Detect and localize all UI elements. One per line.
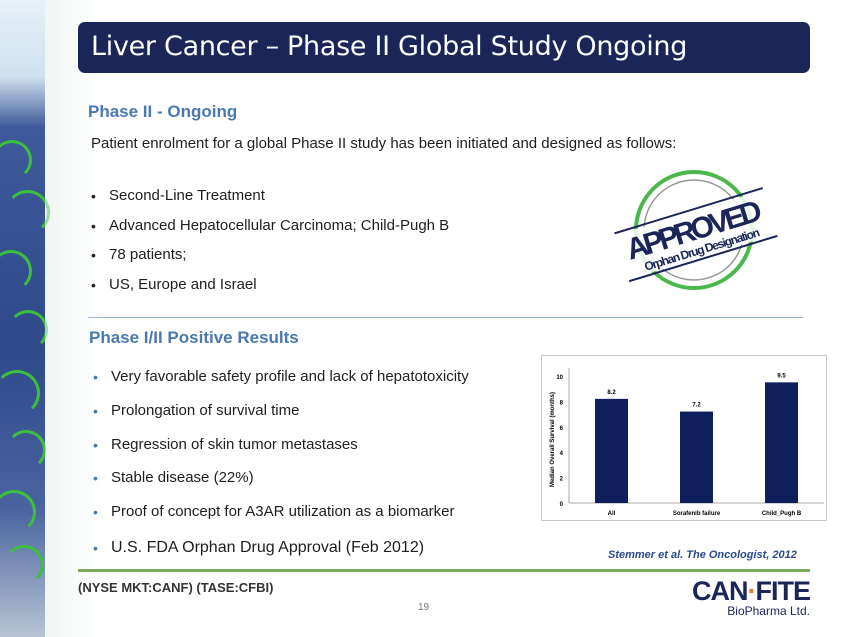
bullet-item: • US, Europe and Israel	[91, 276, 257, 293]
chart-svg: 0 2 4 6 8 10 Median Overall Survival (months) 8…	[550, 368, 824, 517]
bullet-item: • Very favorable safety profile and lack …	[93, 368, 469, 385]
y-tick-label: 10	[556, 375, 563, 381]
bullet-text: 78 patients;	[109, 246, 187, 263]
bullet-item: • Regression of skin tumor metastases	[93, 436, 358, 453]
bullet-item: • Stable disease (22%)	[93, 469, 254, 486]
bullet-item: • 78 patients;	[91, 246, 187, 263]
stock-ticker: (NYSE MKT:CANF) (TASE:CFBI)	[78, 580, 274, 595]
bullet-text: Prolongation of survival time	[111, 402, 300, 419]
section-heading-results: Phase I/II Positive Results	[89, 328, 299, 347]
section-heading-phase2: Phase II - Ongoing	[88, 102, 238, 121]
y-tick-label: 4	[560, 451, 564, 457]
y-axis-label: Median Overall Survival (months)	[550, 392, 556, 487]
bullet-text: U.S. FDA Orphan Drug Approval (Feb 2012)	[111, 539, 425, 556]
bullet-text: Second-Line Treatment	[109, 187, 265, 204]
intro-text: Patient enrolment for a global Phase II …	[91, 135, 677, 152]
x-tick-label: All	[608, 511, 616, 517]
data-label: 9.5	[777, 373, 786, 379]
bullet-item: • U.S. FDA Orphan Drug Approval (Feb 2012…	[93, 539, 425, 556]
approved-stamp: APPROVED Orphan Drug Designation	[614, 170, 778, 290]
y-tick-label: 6	[560, 426, 564, 432]
data-label: 8.2	[607, 390, 616, 396]
bar	[680, 411, 713, 503]
bullet-text: Very favorable safety profile and lack o…	[111, 368, 469, 385]
bullet-item: • Second-Line Treatment	[91, 187, 265, 204]
bullet-item: • Advanced Hepatocellular Carcinoma; Chil…	[91, 217, 450, 234]
footer-divider	[78, 569, 810, 572]
decorative-side-image	[0, 0, 50, 637]
logo-text: FITE	[755, 576, 811, 606]
data-label: 7.2	[692, 403, 701, 409]
bullet-text: Regression of skin tumor metastases	[111, 436, 358, 453]
bullet-item: • Prolongation of survival time	[93, 402, 300, 419]
bar	[765, 382, 798, 503]
bullet-text: US, Europe and Israel	[109, 276, 257, 293]
section-divider	[88, 317, 803, 318]
decorative-fade	[45, 0, 105, 637]
y-tick-label: 8	[560, 400, 564, 406]
slide-title: Liver Cancer – Phase II Global Study Ong…	[78, 22, 810, 73]
bullet-item: • Proof of concept for A3AR utilization a…	[93, 503, 455, 520]
bullet-text: Advanced Hepatocellular Carcinoma; Child…	[109, 217, 450, 234]
logo-text: CAN	[692, 576, 748, 606]
canfite-logo: CAN·FITE BioPharma Ltd.	[688, 576, 811, 619]
page-number: 19	[418, 602, 430, 613]
survival-chart: 0 2 4 6 8 10 Median Overall Survival (months) 8…	[541, 355, 827, 521]
x-tick-label: Child_Pugh B	[762, 511, 802, 517]
x-tick-label: Sorafenib failure	[673, 511, 721, 517]
bar	[595, 398, 628, 503]
logo-subtext: BioPharma Ltd.	[727, 604, 810, 618]
y-tick-label: 0	[560, 502, 564, 508]
bullet-text: Proof of concept for A3AR utilization as…	[111, 503, 455, 520]
y-tick-label: 2	[560, 477, 564, 483]
citation: Stemmer et al. The Oncologist, 2012	[608, 549, 797, 561]
bullet-text: Stable disease (22%)	[111, 469, 254, 486]
